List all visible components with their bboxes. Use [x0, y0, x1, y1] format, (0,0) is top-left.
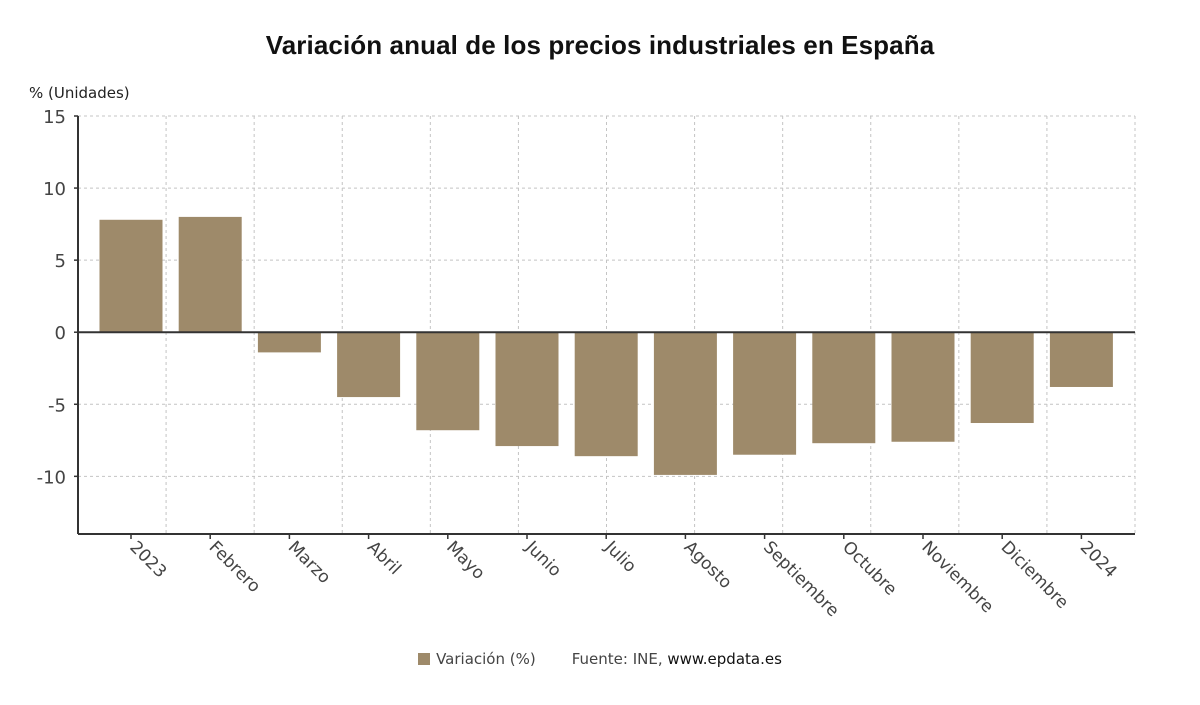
x-tick-label: Junio [521, 537, 565, 581]
x-tick-labels: 2023 Febrero Marzo Abril Mayo Junio Julio Agost… [125, 537, 1120, 621]
y-tick-labels: 15 10 5 0 -5 -10 [37, 107, 66, 488]
bar [99, 219, 163, 333]
x-tick-label: 2023 [125, 537, 170, 582]
bar [891, 332, 955, 442]
chart-title: Variación anual de los precios industria… [265, 30, 935, 60]
bar [574, 332, 638, 457]
y-tick-label: -10 [37, 467, 66, 488]
bars [99, 216, 1113, 475]
y-axis-label: % (Unidades) [29, 84, 130, 102]
x-tick-label: Julio [600, 537, 640, 577]
x-tick-label: Noviembre [917, 537, 997, 617]
x-tick-label: Marzo [284, 537, 334, 587]
y-tick-label: 0 [55, 323, 66, 344]
bar [812, 332, 876, 444]
source-site: www.epdata.es [667, 650, 782, 668]
x-tick-label: Mayo [442, 537, 488, 583]
x-tick-label: Diciembre [997, 537, 1073, 613]
bar [495, 332, 559, 447]
bar [257, 332, 321, 353]
legend: Variación (%) Fuente: INE, www.epdata.es [0, 650, 1200, 668]
legend-label: Variación (%) [436, 650, 536, 668]
y-tick-label: 5 [55, 251, 66, 272]
axes [74, 115, 1135, 539]
x-tick-label: 2024 [1076, 537, 1121, 582]
bar [337, 332, 401, 398]
x-tick-label: Abril [363, 537, 405, 579]
bar [416, 332, 480, 431]
x-tick-label: Septiembre [759, 537, 843, 621]
bar [1049, 332, 1113, 387]
x-tick-label: Agosto [680, 537, 736, 593]
x-tick-label: Octubre [838, 537, 900, 599]
y-tick-label: 10 [43, 179, 66, 200]
legend-swatch [418, 653, 431, 665]
bar [733, 332, 797, 455]
bar [178, 216, 242, 333]
bar [970, 332, 1034, 424]
y-tick-label: 15 [43, 107, 66, 128]
y-tick-label: -5 [48, 395, 66, 416]
bar [653, 332, 717, 475]
source-prefix: Fuente: INE, [571, 650, 668, 668]
x-tick-label: Febrero [205, 537, 265, 597]
